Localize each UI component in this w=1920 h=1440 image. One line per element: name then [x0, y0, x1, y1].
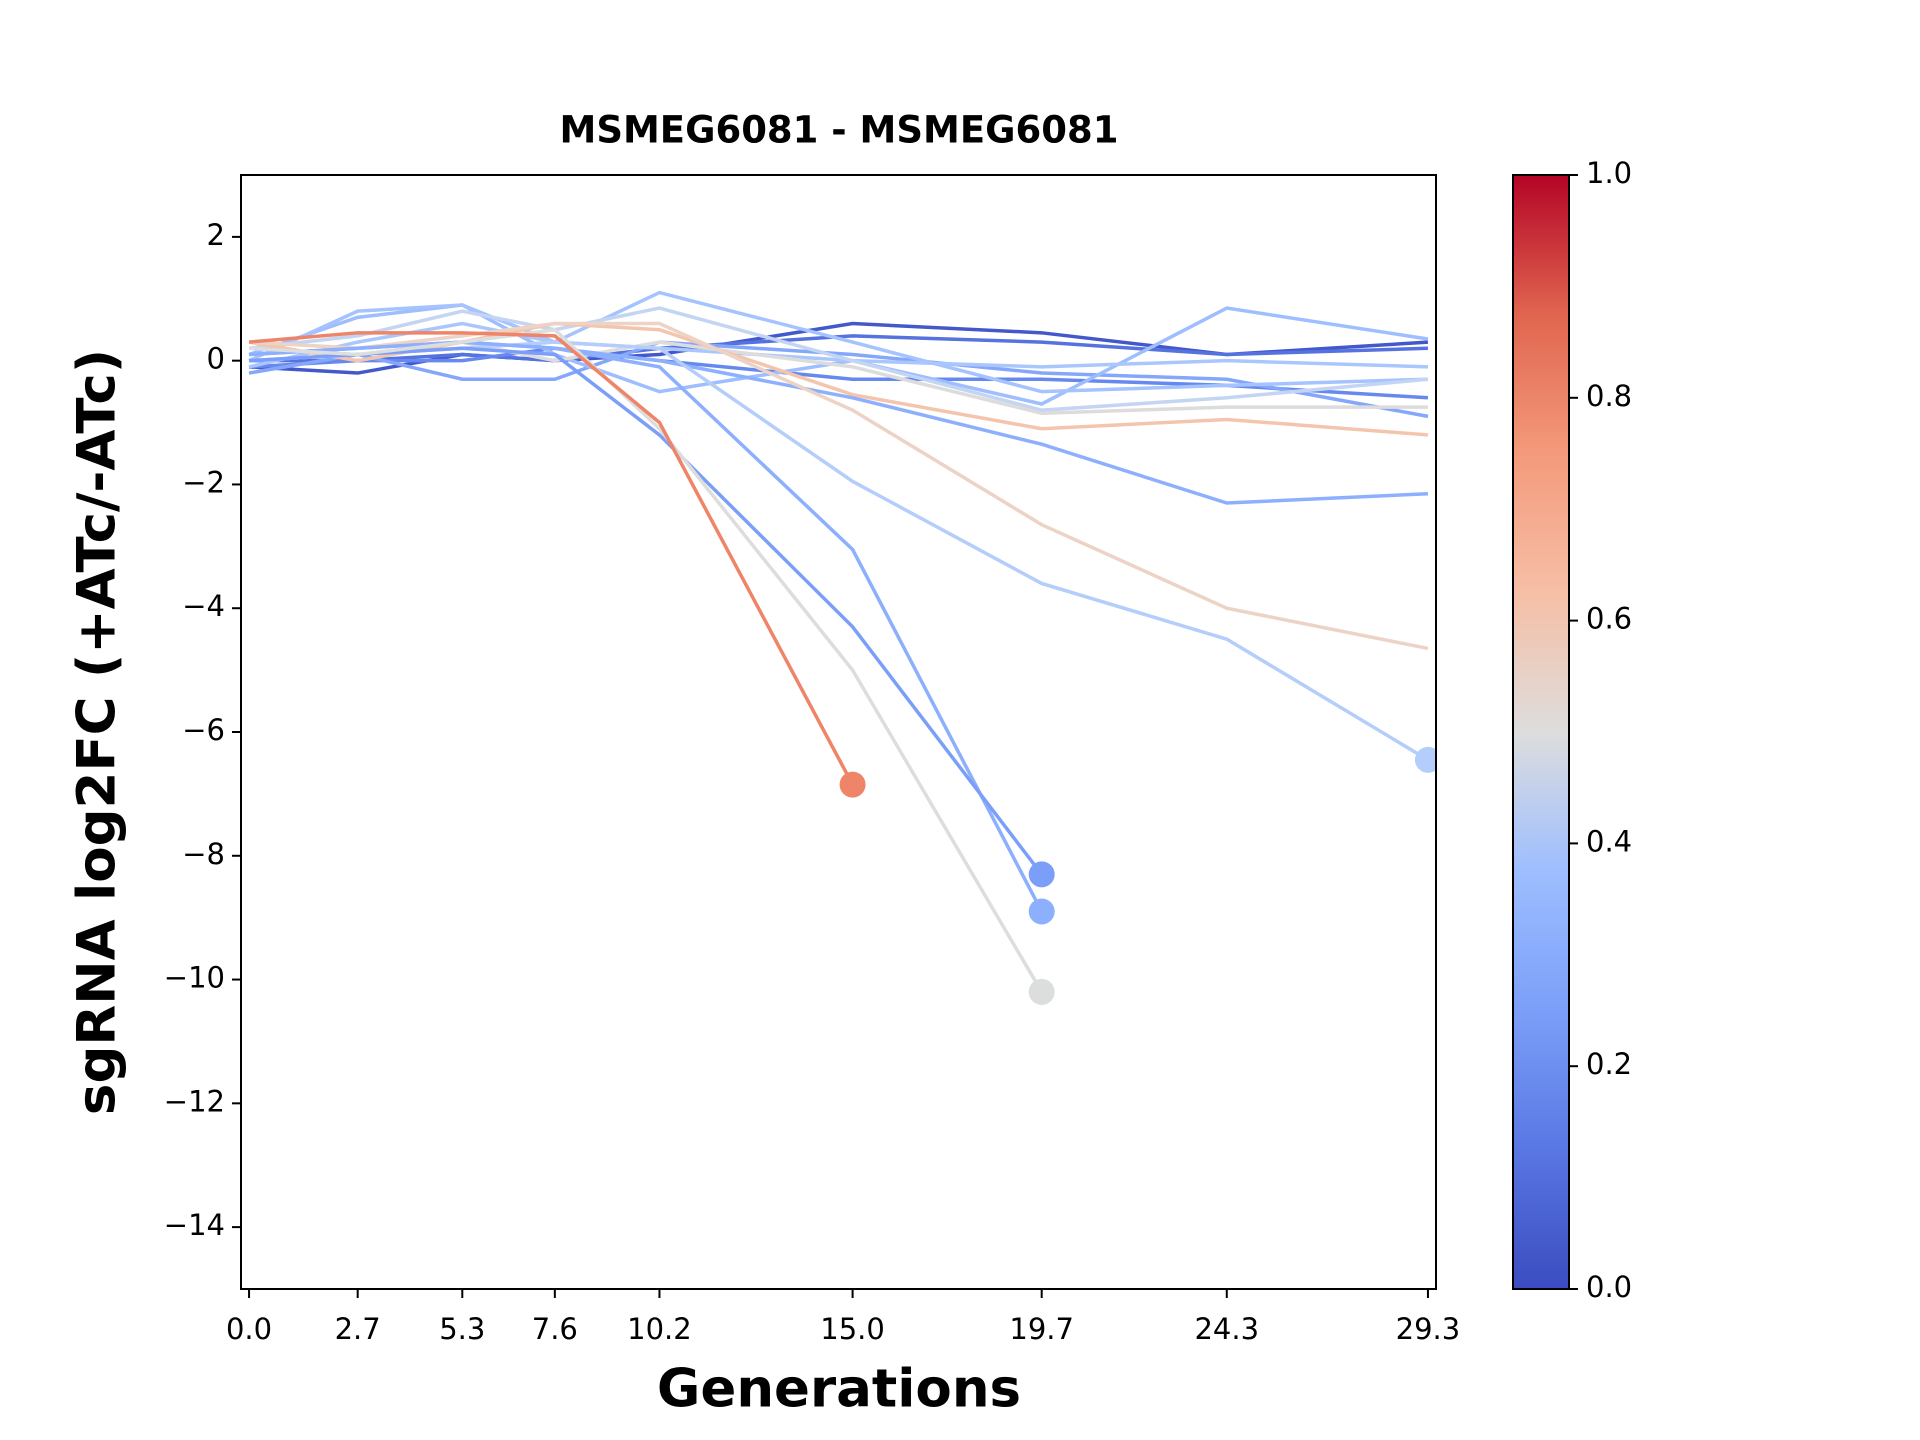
series-line	[248, 303, 1429, 406]
end-marker	[839, 771, 866, 798]
colorbar-tick-label: 0.0	[1586, 1270, 1632, 1304]
y-tick-label: −4	[182, 589, 225, 623]
colorbar-tick-label: 0.4	[1586, 824, 1632, 858]
x-tick-label: 0.0	[226, 1312, 272, 1346]
x-axis-label: Generations	[657, 1359, 1021, 1420]
x-tick-label: 29.3	[1396, 1312, 1461, 1346]
y-tick-label: 2	[207, 218, 225, 252]
series-line	[248, 321, 1429, 375]
colorbar-tick-label: 1.0	[1586, 156, 1632, 190]
colorbar-frame	[1512, 174, 1570, 1290]
colorbar-tick-label: 0.8	[1586, 379, 1632, 413]
series-line	[248, 327, 1044, 993]
series-line	[248, 340, 1044, 913]
y-tick-label: −12	[164, 1084, 225, 1118]
end-marker	[1028, 861, 1055, 888]
y-axis-label: sgRNA log2FC (+ATc/-ATc)	[67, 349, 128, 1115]
colorbar-tick-label: 0.6	[1586, 602, 1632, 636]
x-tick-label: 5.3	[439, 1312, 485, 1346]
series-line	[248, 306, 1429, 412]
end-marker	[1028, 978, 1055, 1005]
series-line	[248, 321, 1429, 651]
series-line	[248, 321, 1429, 437]
end-marker	[1028, 898, 1055, 925]
x-tick-label: 24.3	[1194, 1312, 1259, 1346]
y-tick-label: −14	[164, 1208, 225, 1242]
colorbar-tick-label: 0.2	[1586, 1047, 1632, 1081]
series-line	[248, 331, 855, 786]
x-tick-label: 19.7	[1009, 1312, 1074, 1346]
series-line	[248, 290, 1429, 394]
plot-area	[248, 290, 1436, 1005]
y-tick-label: −6	[182, 713, 225, 747]
y-tick-label: 0	[207, 342, 225, 376]
y-tick-label: −2	[182, 465, 225, 499]
y-tick-label: −8	[182, 837, 225, 871]
x-tick-label: 15.0	[820, 1312, 885, 1346]
y-tick-label: −10	[164, 961, 225, 995]
series-line	[248, 346, 1044, 876]
chart-title: MSMEG6081 - MSMEG6081	[560, 109, 1119, 152]
x-tick-label: 10.2	[627, 1312, 692, 1346]
x-tick-label: 2.7	[335, 1312, 381, 1346]
x-tick-label: 7.6	[532, 1312, 578, 1346]
end-marker	[1414, 746, 1436, 773]
colorbar	[1513, 175, 1569, 1289]
